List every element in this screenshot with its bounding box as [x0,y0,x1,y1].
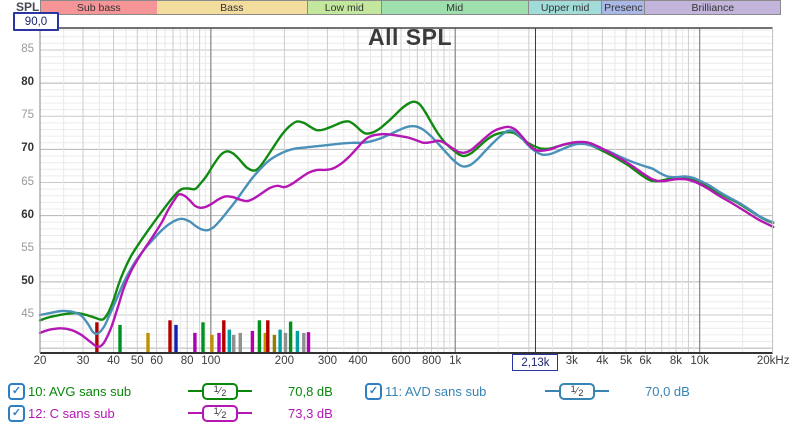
fraction-slash: ⁄ [576,385,578,397]
x-tick-label: 20 [33,355,47,367]
marker-bars [95,320,311,353]
y-tick-label: 85 [21,43,34,55]
axis-top-limit-input[interactable]: 90,0 [13,12,59,31]
legend-row: ✓ 12: C sans sub 1 ⁄ 2 73,3 dB [8,404,360,422]
cursor-db-value: 73,3 dB [288,405,333,421]
smoothing-button[interactable]: 1 ⁄ 2 [188,404,252,422]
x-tick-label: 6k [639,355,652,367]
chart-title: All SPL [367,24,452,50]
band-sub-bass: Sub bass [40,0,158,15]
x-tick-label: 30 [76,355,90,367]
fraction-denominator: 2 [578,388,584,398]
smoothing-fraction: 1 ⁄ 2 [202,404,238,422]
trace-label[interactable]: 12: C sans sub [28,405,115,421]
x-tick-label: 20kHz [756,355,790,367]
y-tick-label: 60 [21,208,34,221]
grid-lines [40,28,773,353]
frequency-band-strip: Sub bass Bass Low mid Mid Upper mid Presenc Br… [0,0,800,15]
band-low-mid: Low mid [308,0,382,15]
x-tick-label: 800 [421,355,442,367]
series-line-12 [38,125,775,349]
smoothing-fraction: 1 ⁄ 2 [202,382,238,400]
x-tick-label: 600 [391,355,411,367]
series-line-11 [38,124,775,336]
fraction-numerator: 1 [213,384,219,394]
series-line-10 [38,100,775,322]
trace-visibility-checkbox[interactable]: ✓ [8,404,25,422]
checkmark-icon: ✓ [368,384,379,397]
trace-visibility-checkbox[interactable]: ✓ [365,382,382,400]
band-brilliance: Brilliance [645,0,782,15]
fraction-denominator: 2 [221,410,227,420]
trace-visibility-checkbox[interactable]: ✓ [8,382,25,400]
x-tick-label: 50 [130,355,144,367]
y-tick-label: 80 [21,76,34,89]
band-upper-mid: Upper mid [528,0,603,15]
fraction-denominator: 2 [221,388,227,398]
x-tick-label: 3k [565,355,578,367]
legend: ✓ 10: AVG sans sub 1 ⁄ 2 70,8 dB ✓ 12: C sans s… [0,378,800,425]
checkmark-icon: ✓ [11,406,22,419]
y-tick-label: 65 [21,175,34,188]
fraction-slash: ⁄ [219,407,221,419]
x-tick-label: 200 [274,355,294,367]
y-tick-label: 55 [21,241,34,254]
checkmark-icon: ✓ [11,384,22,397]
y-tick-label: 45 [21,308,34,320]
x-tick-label: 80 [180,355,194,367]
x-tick-label: 8k [669,355,683,367]
smoothing-button[interactable]: 1 ⁄ 2 [188,382,252,400]
x-tick-label: 40 [107,355,120,367]
y-tick-label: 50 [21,274,34,287]
cursor-db-value: 70,0 dB [645,383,690,399]
x-tick-label: 100 [201,355,221,367]
smoothing-fraction: 1 ⁄ 2 [559,382,595,400]
legend-row: ✓ 11: AVD sans sub 1 ⁄ 2 70,0 dB [365,382,717,400]
legend-row: ✓ 10: AVG sans sub 1 ⁄ 2 70,8 dB [8,382,360,400]
fraction-numerator: 1 [570,384,576,394]
trace-label[interactable]: 10: AVG sans sub [28,383,132,399]
band-presenc: Presenc [602,0,646,15]
band-bass: Bass [156,0,309,15]
x-tick-label: 4k [596,355,609,367]
x-tick-label: 10k [690,355,709,367]
spl-chart [13,27,775,354]
cursor-db-value: 70,8 dB [288,383,333,399]
x-tick-label: 1k [449,355,462,367]
fraction-slash: ⁄ [219,385,221,397]
x-tick-label: 300 [317,355,338,367]
y-tick-label: 70 [21,142,34,155]
y-axis-unit-label: SPL [16,0,40,14]
fraction-numerator: 1 [213,406,219,416]
band-mid: Mid [381,0,529,15]
y-tick-label: 75 [21,109,34,122]
cursor-frequency-readout[interactable]: 2,13k [512,354,559,371]
trace-label[interactable]: 11: AVD sans sub [385,383,487,399]
x-tick-label: 60 [150,355,163,367]
smoothing-button[interactable]: 1 ⁄ 2 [545,382,609,400]
x-tick-label: 5k [619,355,633,367]
x-tick-label: 400 [348,355,368,367]
